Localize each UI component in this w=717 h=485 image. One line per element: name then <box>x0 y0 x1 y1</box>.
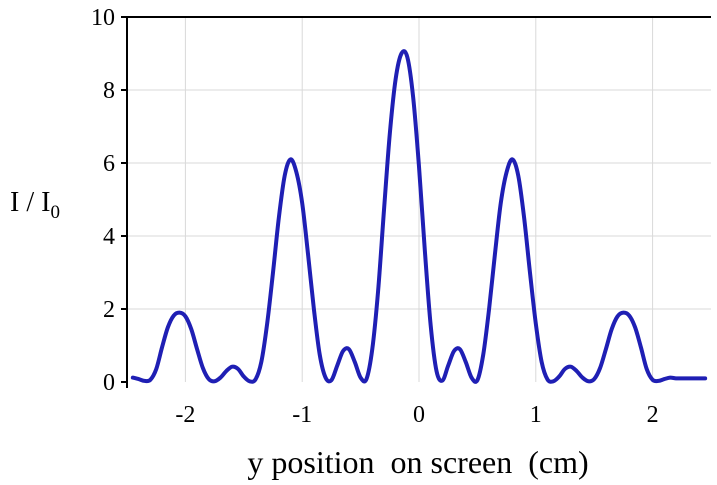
intensity-curve <box>130 49 708 384</box>
y-tick-label: 0 <box>103 370 115 396</box>
x-tick-labels: -2 -1 0 1 2 <box>175 402 658 428</box>
axes <box>121 16 711 388</box>
y-tick-label: 4 <box>103 224 115 250</box>
x-tick-label: 0 <box>413 402 425 428</box>
x-tick-label: 1 <box>530 402 542 428</box>
x-axis-label: y position on screen (cm) <box>247 444 588 480</box>
y-tick-label: 8 <box>103 78 115 104</box>
y-axis-label-subscript: 0 <box>50 202 60 223</box>
x-tick-label: -2 <box>175 402 195 428</box>
y-tick-label: 6 <box>103 151 115 177</box>
y-tick-labels: 0 2 4 6 8 10 <box>91 5 115 396</box>
y-axis-label-main: I / I <box>10 187 50 218</box>
y-axis-label: I / I0 <box>10 187 60 223</box>
x-tick-label: 2 <box>647 402 659 428</box>
x-tick-label: -1 <box>292 402 312 428</box>
y-tick-label: 10 <box>91 5 115 31</box>
plot-line-group <box>130 49 708 384</box>
y-tick-label: 2 <box>103 297 115 323</box>
grid <box>127 16 711 382</box>
